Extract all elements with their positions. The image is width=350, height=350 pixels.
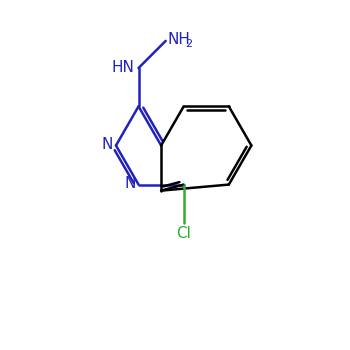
Text: HN: HN [112,60,134,75]
Text: NH: NH [167,32,190,47]
Text: 2: 2 [186,38,192,49]
Text: N: N [124,176,136,191]
Text: Cl: Cl [176,226,191,242]
Text: N: N [102,137,113,152]
